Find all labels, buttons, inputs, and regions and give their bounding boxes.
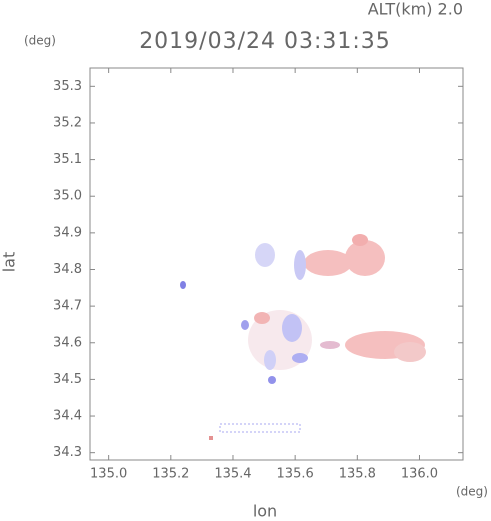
y-tick-label: 34.3 [53,445,82,460]
y-tick-label: 35.1 [53,152,82,167]
y-tick-label: 35.0 [53,189,82,204]
y-tick-label: 34.8 [53,262,82,277]
y-tick-label: 34.9 [53,225,82,240]
plot-frame [89,67,464,461]
x-tick-label: 135.0 [90,467,127,482]
y-unit: (deg) [24,34,56,48]
y-tick-label: 35.3 [53,79,82,94]
y-tick-label: 35.2 [53,115,82,130]
x-tick-label: 135.4 [214,467,251,482]
x-tick-label: 135.6 [277,467,314,482]
y-tick-label: 34.5 [53,372,82,387]
x-tick-label: 135.8 [339,467,376,482]
y-tick-label: 34.6 [53,335,82,350]
x-tick-label: 135.2 [152,467,189,482]
y-axis-label: lat [0,252,19,273]
y-tick-label: 34.4 [53,409,82,424]
x-tick-label: 136.0 [401,467,438,482]
chart-title: 2019/03/24 03:31:35 [139,29,391,54]
y-tick-label: 34.7 [53,299,82,314]
x-unit: (deg) [456,485,488,499]
radar-echoes [180,234,426,440]
altitude: ALT(km) 2.0 [368,0,463,19]
x-axis-label: lon [253,502,277,521]
